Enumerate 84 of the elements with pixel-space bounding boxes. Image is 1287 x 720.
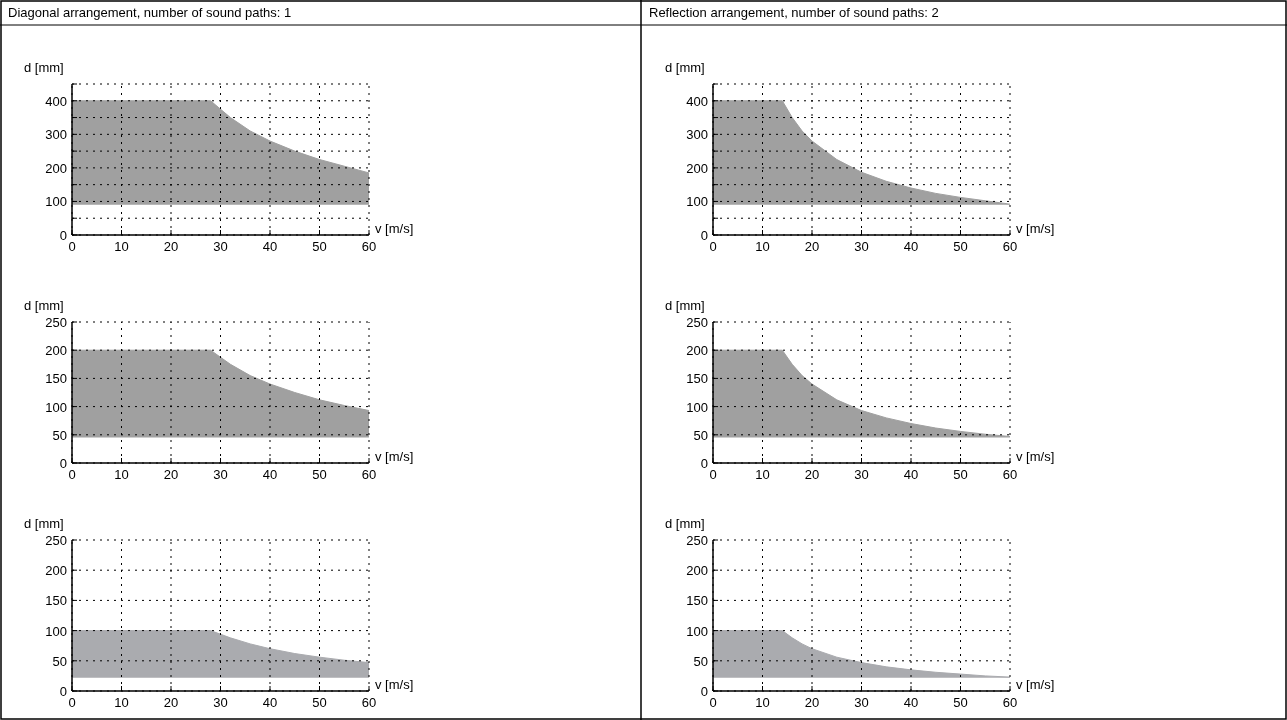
y-tick-label: 200 xyxy=(45,563,67,579)
x-tick-label: 60 xyxy=(1002,239,1018,254)
y-tick-label: 250 xyxy=(45,315,67,330)
x-axis-title: v [m/s] xyxy=(375,677,414,692)
y-tick-label: 100 xyxy=(686,194,708,210)
x-tick-label: 10 xyxy=(755,695,770,710)
x-axis-title: v [m/s] xyxy=(1016,677,1055,692)
y-tick-label: 250 xyxy=(686,533,708,548)
y-tick-label: 250 xyxy=(45,533,67,548)
x-tick-label: 50 xyxy=(312,239,327,254)
x-tick-label: 20 xyxy=(163,239,179,254)
y-tick-label: 100 xyxy=(686,399,708,415)
y-axis-title: d [mm] xyxy=(24,516,64,531)
x-tick-label: 40 xyxy=(903,239,919,254)
x-tick-label: 30 xyxy=(854,467,869,482)
y-tick-label: 50 xyxy=(52,653,67,669)
y-tick-label: 200 xyxy=(686,563,708,579)
y-tick-label: 100 xyxy=(45,399,67,415)
x-tick-label: 20 xyxy=(163,695,179,710)
y-tick-label: 150 xyxy=(686,593,708,609)
x-tick-label: 30 xyxy=(213,467,228,482)
x-tick-label: 40 xyxy=(262,695,278,710)
y-axis-title: d [mm] xyxy=(665,60,705,75)
x-tick-label: 60 xyxy=(1002,467,1018,482)
y-tick-label: 0 xyxy=(700,228,708,243)
y-tick-label: 100 xyxy=(45,623,67,639)
y-tick-label: 0 xyxy=(59,228,67,243)
y-tick-label: 100 xyxy=(686,623,708,639)
x-tick-label: 10 xyxy=(755,467,770,482)
x-tick-label: 30 xyxy=(213,695,228,710)
y-axis-title: d [mm] xyxy=(24,298,64,313)
x-tick-label: 40 xyxy=(262,467,278,482)
y-tick-label: 300 xyxy=(686,127,708,143)
y-tick-label: 50 xyxy=(693,427,708,443)
x-tick-label: 10 xyxy=(114,467,129,482)
y-tick-label: 0 xyxy=(700,684,708,699)
y-axis-title: d [mm] xyxy=(24,60,64,75)
x-tick-label: 50 xyxy=(312,695,327,710)
chart-title: Reflection arrangement, number of sound paths: 2 xyxy=(649,5,939,20)
x-tick-label: 20 xyxy=(163,467,179,482)
y-tick-label: 0 xyxy=(59,456,67,471)
y-tick-label: 150 xyxy=(686,371,708,387)
y-tick-label: 200 xyxy=(686,343,708,359)
y-tick-label: 200 xyxy=(686,160,708,176)
y-tick-label: 250 xyxy=(686,315,708,330)
x-axis-title: v [m/s] xyxy=(375,221,414,236)
x-tick-label: 60 xyxy=(361,467,377,482)
y-tick-label: 400 xyxy=(686,93,708,109)
y-tick-label: 300 xyxy=(45,127,67,143)
y-tick-label: 200 xyxy=(45,343,67,359)
x-tick-label: 10 xyxy=(755,239,770,254)
x-tick-label: 60 xyxy=(361,239,377,254)
x-tick-label: 50 xyxy=(953,695,968,710)
y-tick-label: 100 xyxy=(45,194,67,210)
x-tick-label: 30 xyxy=(854,695,869,710)
x-tick-label: 50 xyxy=(312,467,327,482)
y-tick-label: 150 xyxy=(45,593,67,609)
x-tick-label: 30 xyxy=(854,239,869,254)
x-axis-title: v [m/s] xyxy=(1016,449,1055,464)
y-tick-label: 50 xyxy=(693,653,708,669)
y-tick-label: 50 xyxy=(52,427,67,443)
x-tick-label: 40 xyxy=(262,239,278,254)
y-tick-label: 200 xyxy=(45,160,67,176)
x-tick-label: 50 xyxy=(953,239,968,254)
x-tick-label: 40 xyxy=(903,695,919,710)
y-tick-label: 0 xyxy=(59,684,67,699)
y-tick-label: 150 xyxy=(45,371,67,387)
x-tick-label: 20 xyxy=(804,695,820,710)
x-tick-label: 20 xyxy=(804,467,820,482)
x-tick-label: 10 xyxy=(114,695,129,710)
y-axis-title: d [mm] xyxy=(665,516,705,531)
chart-title: Diagonal arrangement, number of sound paths: 1 xyxy=(8,5,292,20)
x-tick-label: 10 xyxy=(114,239,129,254)
x-axis-title: v [m/s] xyxy=(1016,221,1055,236)
x-tick-label: 60 xyxy=(1002,695,1018,710)
x-tick-label: 50 xyxy=(953,467,968,482)
x-tick-label: 20 xyxy=(804,239,820,254)
y-axis-title: d [mm] xyxy=(665,298,705,313)
x-tick-label: 60 xyxy=(361,695,377,710)
x-axis-title: v [m/s] xyxy=(375,449,414,464)
x-tick-label: 30 xyxy=(213,239,228,254)
x-tick-label: 40 xyxy=(903,467,919,482)
y-tick-label: 400 xyxy=(45,93,67,109)
y-tick-label: 0 xyxy=(700,456,708,471)
